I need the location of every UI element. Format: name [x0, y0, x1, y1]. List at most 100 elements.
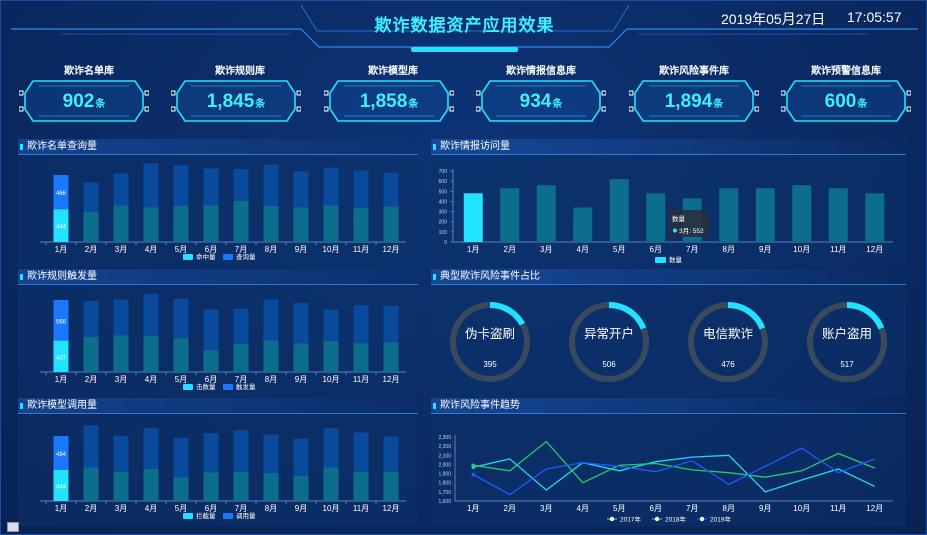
x-tick-label: 7月: [235, 504, 247, 513]
legend-swatch: [223, 384, 233, 390]
x-tick-label: 2月: [504, 504, 516, 513]
x-tick-label: 3月: [540, 245, 552, 254]
bar-命中量: [53, 209, 69, 242]
panel-title: 欺诈情报访问量: [431, 139, 906, 155]
legend-swatch: [183, 384, 193, 390]
frame-node: [296, 90, 301, 96]
x-tick-label: 3月: [115, 375, 127, 384]
bar-击数量: [83, 336, 99, 372]
x-tick-label: 9月: [759, 245, 771, 254]
bar-查询量: [113, 173, 129, 206]
tooltip-dot: [673, 228, 677, 233]
x-tick-label: 9月: [295, 504, 307, 513]
metric-label: 欺诈风险事件库: [659, 66, 729, 77]
donut-label: 电信欺诈: [703, 327, 754, 341]
bar-触发量: [383, 305, 399, 343]
bar-拦截量: [173, 477, 189, 501]
bar-数量: [463, 193, 483, 242]
bar-触发量: [113, 299, 129, 336]
x-tick-label: 10月: [323, 504, 340, 513]
bar-查询量: [173, 165, 189, 206]
frame-hex: [176, 80, 296, 122]
bar-命中量: [143, 207, 159, 242]
frame-node: [449, 106, 454, 112]
frame-node: [754, 106, 759, 112]
x-tick-label: 1月: [55, 245, 67, 254]
legend-label: 查询量: [236, 252, 256, 261]
bar-触发量: [143, 293, 159, 337]
bar-命中量: [293, 207, 309, 242]
panel-risk-share: 典型欺诈风险事件占比: [431, 269, 906, 397]
panel-title: 典型欺诈风险事件占比: [431, 269, 906, 285]
x-tick-label: 2月: [85, 375, 97, 384]
panel-body: [431, 286, 906, 397]
bar-调用量: [53, 436, 69, 470]
x-tick-label: 11月: [353, 245, 369, 254]
corner-handle[interactable]: [7, 522, 19, 532]
frame-node: [449, 90, 454, 96]
line-point: [471, 472, 476, 477]
x-tick-label: 2月: [85, 245, 97, 254]
legend-swatch: [223, 254, 233, 260]
frame-node: [171, 90, 176, 96]
frame-node: [324, 90, 329, 96]
legend-label: 2019年: [710, 515, 731, 524]
bar-拦截量: [83, 467, 99, 501]
legend-label: 调用量: [236, 511, 256, 520]
frame-node: [144, 106, 149, 112]
y-tick-label: 700: [439, 169, 448, 175]
x-tick-label: 9月: [759, 504, 771, 513]
frame-hex: [786, 80, 906, 122]
frame-node: [601, 90, 606, 96]
bar-查询量: [203, 168, 219, 206]
x-tick-label: 2月: [85, 504, 97, 513]
bar-拦截量: [113, 471, 129, 501]
bar-调用量: [113, 435, 129, 472]
bar-数量: [755, 188, 775, 242]
y-tick-label: 1,800: [438, 481, 451, 487]
bar-命中量: [233, 200, 249, 242]
x-tick-label: 12月: [383, 504, 400, 513]
x-tick-label: 10月: [323, 375, 340, 384]
x-tick-label: 10月: [793, 504, 810, 513]
bar-调用量: [263, 434, 279, 473]
panel-title: 欺诈规则触发量: [18, 269, 418, 285]
bar-调用量: [83, 425, 99, 468]
bar-触发量: [263, 299, 279, 341]
donut-value: 506: [602, 360, 616, 369]
tooltip-title: 数量: [672, 214, 686, 223]
frame-node: [296, 106, 301, 112]
bar-查询量: [53, 174, 69, 210]
frame-hex: [329, 80, 449, 122]
bar-数量: [792, 185, 812, 242]
tooltip-text: 3月: 552: [679, 227, 704, 235]
bar-击数量: [143, 336, 159, 372]
frame-node: [906, 106, 911, 112]
x-tick-label: 7月: [686, 504, 698, 513]
x-tick-label: 4月: [577, 245, 589, 254]
metric-frame: [171, 80, 301, 122]
frame-node: [476, 106, 481, 112]
metric-value: 1,858条: [359, 91, 419, 112]
x-tick-label: 1月: [467, 245, 479, 254]
metric-frame: [781, 80, 911, 122]
x-tick-label: 1月: [467, 504, 479, 513]
bar-击数量: [263, 340, 279, 372]
x-tick-label: 9月: [295, 375, 307, 384]
donut-value: 476: [721, 360, 735, 369]
metric-value: 1,845条: [206, 91, 266, 112]
legend-marker: [654, 516, 660, 522]
bar-数量: [609, 179, 629, 242]
frame-node: [144, 90, 149, 96]
frame-node: [19, 90, 24, 96]
bar-拦截量: [293, 475, 309, 501]
bar-拦截量: [353, 471, 369, 501]
x-tick-label: 8月: [723, 245, 735, 254]
x-tick-label: 3月: [115, 504, 127, 513]
y-tick-label: 2,200: [438, 444, 451, 450]
current-time: 17:05:57: [847, 9, 902, 25]
chart-risk_trend: 2,300 2,200 2,100 2,000 1,900 1,800 1,700 1,600…: [438, 435, 893, 524]
y-tick-label: 2,300: [438, 435, 451, 441]
frame-node: [601, 106, 606, 112]
legend-marker: [609, 516, 615, 522]
